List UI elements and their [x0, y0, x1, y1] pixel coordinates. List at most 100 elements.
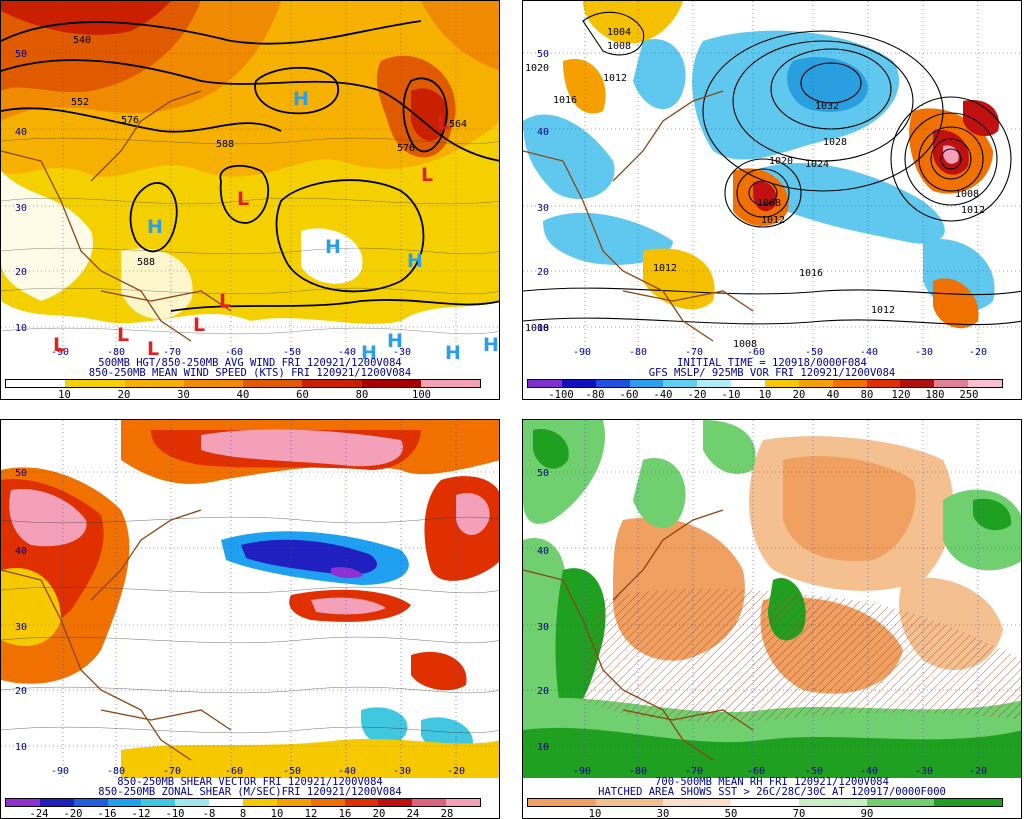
colorbar-tick-label: 30	[177, 389, 190, 400]
panel-500mb-wind: 540 552 576 588 588 564 576 50 40 30 20 …	[0, 0, 500, 400]
panel-mslp-vorticity: 1004 1008 1012 1016 1020 1032 1028 1024 …	[522, 0, 1022, 400]
contour-label: 552	[71, 97, 89, 108]
colorbar	[527, 798, 1003, 807]
high-pressure-marker: H	[407, 250, 423, 272]
colorbar-swatch	[6, 799, 40, 806]
wind-speed-map: 540 552 576 588 588 564 576 50 40 30 20 …	[1, 1, 499, 359]
isobar-label: 1012	[603, 73, 627, 84]
lat-label: 30	[15, 203, 27, 214]
colorbar-swatch	[866, 380, 901, 387]
colorbar-tick-label: -20	[63, 808, 83, 819]
colorbar-swatch	[276, 799, 311, 806]
panel-caption: INITIAL TIME = 120918/0000F084	[677, 357, 867, 369]
lon-label: -40	[860, 766, 878, 777]
colorbar-swatch	[420, 380, 480, 387]
contour-label: 588	[137, 257, 155, 268]
colorbar-tick-label: 30	[656, 808, 670, 819]
lon-label: -20	[969, 347, 987, 358]
contour-label: 576	[121, 115, 139, 126]
isobar-label: 1008	[955, 189, 979, 200]
colorbar-swatch	[124, 380, 184, 387]
panel-mean-rh: 50 40 30 20 10 -90 -80 -70 -60 -50 -40 -…	[522, 419, 1022, 819]
colorbar-tick-label: 40	[236, 389, 250, 400]
isobar-label: 1020	[525, 63, 549, 74]
low-pressure-marker: L	[437, 112, 449, 134]
panel-caption: GFS MSLP/ 925MB VOR FRI 120921/1200V084	[648, 367, 896, 379]
colorbar-tick-label: -10	[721, 389, 741, 400]
lon-label: -40	[338, 766, 356, 777]
colorbar-swatch	[595, 380, 630, 387]
lon-label: -90	[573, 766, 591, 777]
colorbar-swatch	[344, 799, 379, 806]
panel-caption: 850-250MB MEAN WIND SPEED (KTS) FRI 1209…	[88, 367, 412, 379]
isobar-label: 1032	[815, 101, 839, 112]
lat-label: 10	[537, 323, 549, 334]
isobar-label: 1008	[525, 323, 549, 334]
colorbar-tick-label: -60	[619, 389, 639, 400]
lon-label: -30	[915, 766, 933, 777]
lat-label: 10	[537, 742, 549, 753]
colorbar-swatch	[528, 380, 562, 387]
lat-label: 10	[15, 742, 27, 753]
colorbar-swatch	[361, 380, 421, 387]
colorbar-swatch	[446, 799, 481, 806]
colorbar-swatch	[765, 380, 799, 387]
colorbar-tick-label: 90	[860, 808, 874, 819]
isobar-label: 1012	[871, 305, 895, 316]
panel-caption: 500MB HGT/850-250MB AVG WIND FRI 120921/…	[98, 357, 402, 369]
high-pressure-marker: H	[445, 342, 461, 359]
colorbar-swatch	[731, 799, 799, 806]
lon-label: -90	[573, 347, 591, 358]
colorbar-swatch	[175, 799, 210, 806]
colorbar-tick-label: 16	[338, 808, 352, 819]
colorbar-swatch	[832, 380, 867, 387]
colorbar-tick-label: 70	[792, 808, 806, 819]
colorbar-tick-label: 20	[792, 389, 806, 400]
colorbar-tick-label: 60	[296, 389, 309, 400]
high-pressure-marker: H	[147, 216, 163, 238]
lat-label: 40	[537, 546, 549, 557]
colorbar-swatch	[866, 799, 935, 806]
colorbar-swatch	[697, 380, 732, 387]
isobar-label: 1008	[733, 339, 757, 350]
colorbar-ticks: 10 30 50 70 90	[527, 808, 1003, 819]
lon-label: -80	[107, 766, 125, 777]
colorbar-swatch	[731, 380, 766, 387]
lon-label: -90	[51, 347, 69, 358]
colorbar-swatch	[663, 380, 698, 387]
lon-label: -70	[163, 347, 181, 358]
colorbar-swatch	[209, 799, 244, 806]
lon-label: -70	[685, 766, 703, 777]
lon-label: -90	[51, 766, 69, 777]
colorbar-swatch	[302, 380, 362, 387]
lon-label: -40	[860, 347, 878, 358]
colorbar-swatch	[243, 799, 277, 806]
colorbar-swatch	[6, 380, 66, 387]
colorbar-tick-label: -10	[165, 808, 185, 819]
lon-label: -50	[805, 766, 823, 777]
low-pressure-marker: L	[117, 324, 129, 346]
lon-label: -80	[629, 347, 647, 358]
lon-label: -30	[393, 347, 411, 358]
lat-label: 40	[15, 127, 27, 138]
low-pressure-marker: L	[421, 164, 433, 186]
colorbar-swatch	[561, 380, 596, 387]
isobar-label: 1020	[769, 156, 793, 167]
colorbar-tick-label: -12	[131, 808, 151, 819]
colorbar-tick-label: 12	[304, 808, 318, 819]
high-pressure-marker: H	[293, 88, 309, 110]
colorbar	[5, 798, 481, 807]
colorbar-swatch	[798, 380, 833, 387]
lat-label: 50	[537, 49, 549, 60]
low-pressure-marker: L	[237, 188, 249, 210]
isobar-label: 1016	[799, 268, 823, 279]
high-pressure-marker: H	[325, 236, 341, 258]
colorbar-swatch	[528, 799, 596, 806]
colorbar-swatch	[798, 799, 867, 806]
isobar-label: 1012	[961, 205, 985, 216]
colorbar-tick-label: -80	[585, 389, 605, 400]
lon-label: -20	[447, 766, 465, 777]
colorbar-tick-label: 20	[117, 389, 131, 400]
colorbar-tick-label: -40	[653, 389, 673, 400]
colorbar	[527, 379, 1003, 388]
